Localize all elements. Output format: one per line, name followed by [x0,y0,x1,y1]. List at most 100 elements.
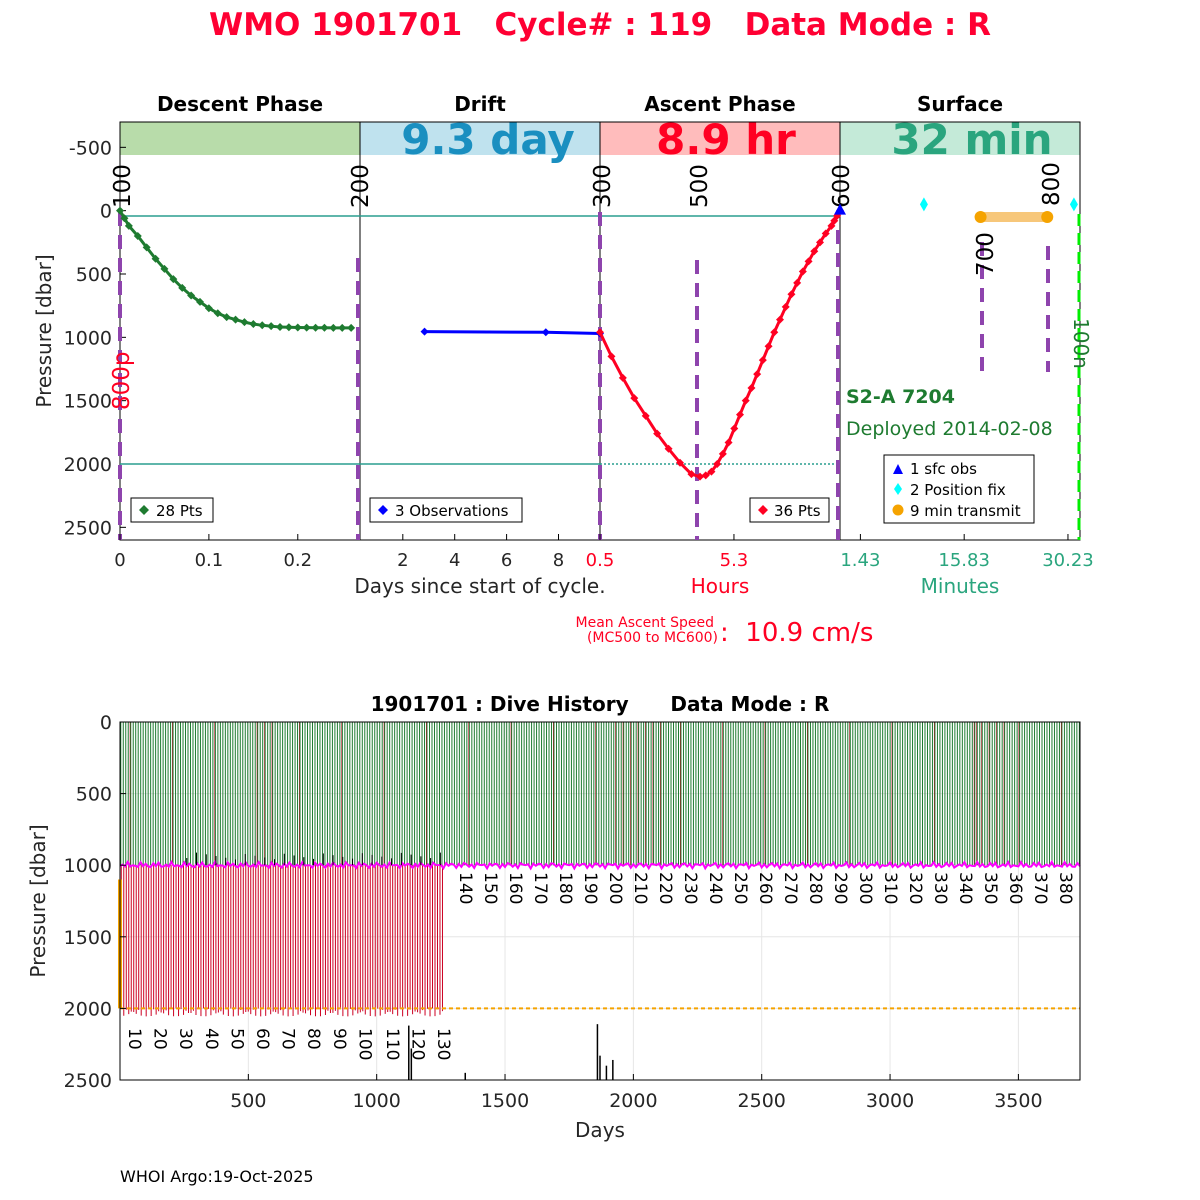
top-y-axis-label: Pressure [dbar] [32,254,56,407]
park-pressure-line [119,859,1081,871]
data-point [196,297,204,306]
top-x-tick-label: 4 [449,550,460,571]
data-point [258,321,267,330]
descent-phase-title: Descent Phase [157,92,323,116]
footer-credit: WHOI Argo:19-Oct-2025 [120,1167,314,1186]
drift-band [360,122,600,155]
data-point [284,323,293,332]
cycle-label: 200 [605,872,625,904]
data-point [821,229,830,238]
cycle-label: 330 [930,872,950,904]
ascent-band [600,122,840,155]
history-frame [119,721,1081,1081]
data-point [736,410,744,419]
surface-phase-title: Surface [917,92,1003,116]
mc-label-600: 600 [829,164,855,208]
surface-legend-fix: 2 Position fix [910,481,1006,499]
drift-legend: 3 Observations [369,497,523,523]
x-label-hours: Hours [691,574,750,598]
cycle-label: 120 [408,1028,428,1060]
data-point [641,411,650,420]
top-y-tick-label: 1500 [64,391,112,413]
descent-legend: 28 Pts [130,497,214,523]
history-deep-spikes [408,1024,614,1080]
cycle-label: 250 [730,872,750,904]
data-point [676,458,684,467]
mc-label-800p: 800p [109,352,135,411]
data-point [420,327,429,336]
data-point [187,291,196,300]
top-y-tick-label: 2000 [64,454,112,476]
data-point [776,315,784,324]
data-point [707,467,716,476]
cycle-label: 80 [303,1028,323,1050]
data-point [787,290,796,299]
data-point [764,342,773,351]
mc-label-200: 200 [348,164,374,208]
transmit-point [1041,211,1054,223]
data-point [231,315,240,324]
data-point [347,323,356,332]
history-x-tick-label: 1500 [481,1090,529,1112]
top-x-tick-label: 8 [553,550,564,571]
top-x-tick-label: 5.3 [720,550,749,571]
surface-band [840,122,1080,155]
drift-legend-label: 3 Observations [395,502,509,520]
position-fix-point [1069,197,1078,212]
surface-series [834,197,1078,223]
ascent-series [596,206,844,481]
data-point [120,214,129,223]
data-point [160,264,169,273]
data-point [222,313,231,322]
series-line [118,209,352,330]
cycle-label: 180 [555,872,575,904]
data-point [204,304,213,313]
data-point [618,373,627,382]
cycle-label: 50 [226,1028,246,1050]
cycle-label: 110 [382,1028,402,1060]
ascent-legend: 36 Pts [749,497,830,523]
data-point [793,278,802,287]
data-point [701,471,710,480]
cycle-label: 370 [1030,872,1050,904]
cycle-label: 40 [201,1028,221,1050]
data-point [541,328,550,337]
top-y-tick-label: 500 [76,264,112,286]
data-point [178,283,187,292]
data-point [607,352,616,361]
data-point [151,254,160,263]
cycle-label: 210 [630,872,650,904]
cycle-label: 190 [580,872,600,904]
cycle-label: 70 [278,1028,298,1050]
mc-label-800: 800 [1039,162,1065,206]
history-y-tick-label: 2000 [64,998,112,1020]
cycle-label: 130 [433,1028,453,1060]
descent-band [120,122,360,155]
data-point [730,424,739,433]
mc-label-700: 700 [973,232,999,276]
data-point [741,396,750,405]
data-point [770,328,779,337]
surface-legend-transmit: 9 min transmit [910,502,1021,520]
main-title: WMO 1901701 Cycle# : 119 Data Mode : R [209,7,991,43]
ascent-duration: 8.9 hr [656,115,796,164]
data-point [798,267,807,276]
history-y-tick-label: 2500 [64,1070,112,1092]
history-y-tick-label: 1500 [64,927,112,949]
cycle-label: 20 [150,1028,170,1050]
cycle-label: 240 [705,872,725,904]
top-x-tick-label: 0.2 [283,550,312,571]
data-point [338,323,347,332]
mc-label-500: 500 [687,164,713,208]
descent-legend-label: 28 Pts [156,502,203,520]
ascent-speed-value: : 10.9 cm/s [720,618,873,648]
top-y-tick-label: 2500 [64,517,112,539]
history-y-axis: 0 500 1000 1500 2000 2500 [64,712,126,1092]
ascent-speed-label-2: (MC500 to MC600) [587,630,718,646]
float-model: S2-A 7204 [846,386,955,408]
ascent-legend-label: 36 Pts [774,502,821,520]
cycle-label: 100 [354,1028,374,1060]
top-x-tick-label: 30.23 [1042,550,1094,571]
data-point [169,275,178,284]
data-point [249,320,258,329]
